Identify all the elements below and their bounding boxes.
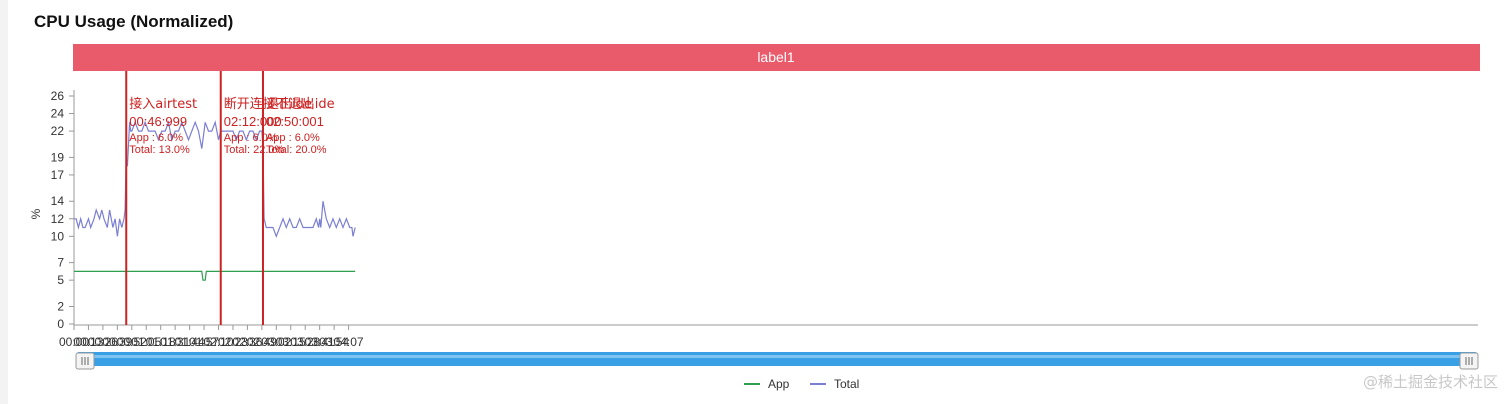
y-tick-label: 22 — [51, 124, 65, 138]
event-marker-time: 02:50:001 — [266, 114, 324, 129]
x-tick-label: 01:44 — [175, 335, 205, 349]
x-tick-label: 03:41 — [305, 335, 335, 349]
x-tick-label: 01:18 — [146, 335, 176, 349]
legend-label-app: App — [768, 377, 790, 391]
x-tick-label: 03:15 — [276, 335, 306, 349]
x-tick-label: 03:28 — [290, 335, 320, 349]
event-marker-total-value: Total: 22.0% — [224, 144, 285, 156]
x-tick-label: 03:02 — [261, 335, 291, 349]
event-marker-total-value: Total: 13.0% — [129, 144, 190, 156]
event-marker-total-value: Total: 20.0% — [266, 144, 327, 156]
y-tick-label: 7 — [57, 256, 64, 270]
range-scrollbar-highlight — [76, 355, 1478, 358]
event-marker-app-value: App : 6.0% — [129, 132, 183, 144]
series-line-app — [74, 270, 356, 281]
x-tick-label: 03:54 — [319, 335, 349, 349]
x-tick-label: 00:52 — [117, 335, 147, 349]
x-tick-label: 00:39 — [102, 335, 132, 349]
event-marker-name: 断开连接不退出ide — [224, 96, 335, 112]
legend-label-total: Total — [834, 377, 859, 391]
series-line-total — [74, 120, 356, 238]
x-tick-label: 02:23 — [218, 335, 248, 349]
y-axis-label: % — [29, 208, 43, 219]
event-marker-time: 02:12:000 — [224, 114, 282, 129]
label-band — [73, 44, 1480, 71]
x-tick-label: 01:57 — [189, 335, 219, 349]
y-tick-label: 5 — [57, 273, 64, 287]
y-tick-label: 0 — [57, 317, 64, 331]
x-tick-label: 02:49 — [247, 335, 277, 349]
x-tick-label: 00:13 — [73, 335, 103, 349]
x-tick-label: 00:00 — [59, 335, 89, 349]
x-tick-label: 01:05 — [131, 335, 161, 349]
event-marker-name: 退出ide — [266, 97, 312, 112]
y-tick-label: 24 — [51, 107, 65, 121]
event-marker-app-value: App : 6.0% — [266, 132, 320, 144]
y-tick-label: 17 — [51, 168, 65, 182]
event-marker-name: 接入airtest — [129, 96, 197, 112]
x-tick-label: 01:31 — [160, 335, 190, 349]
left-gutter — [0, 0, 8, 404]
event-marker-app-value: App : 6.0% — [224, 132, 278, 144]
y-tick-label: 14 — [51, 194, 65, 208]
chart-title: CPU Usage (Normalized) — [34, 12, 234, 31]
x-tick-label: 00:26 — [88, 335, 118, 349]
y-tick-label: 26 — [51, 89, 65, 103]
range-scrollbar[interactable] — [76, 352, 1478, 366]
x-tick-label: 02:10 — [203, 335, 233, 349]
y-tick-label: 2 — [57, 299, 64, 313]
x-tick-label: 02:36 — [232, 335, 262, 349]
x-tick-label: 04:07 — [334, 335, 364, 349]
y-tick-label: 12 — [51, 212, 65, 226]
event-marker-time: 00:46:999 — [129, 114, 187, 129]
y-tick-label: 19 — [51, 150, 65, 164]
y-tick-label: 10 — [51, 229, 65, 243]
watermark-text: @稀土掘金技术社区 — [1362, 373, 1498, 391]
band-label: label1 — [757, 49, 795, 65]
